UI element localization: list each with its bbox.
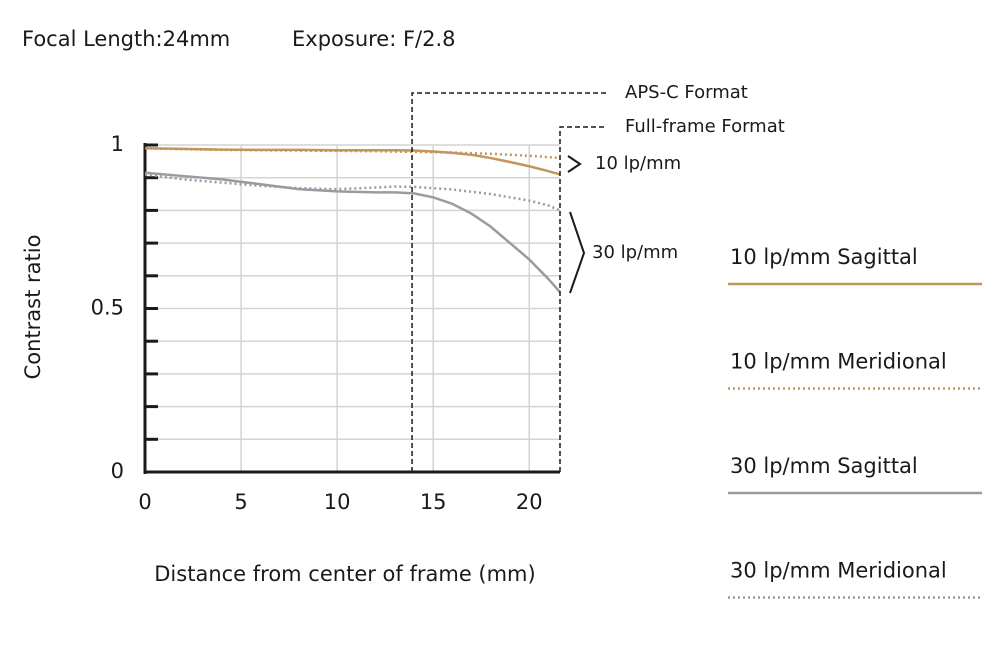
curve-brace <box>567 155 582 173</box>
format-label: Full-frame Format <box>625 116 785 137</box>
header-exposure: Exposure: F/2.8 <box>292 27 456 51</box>
y-axis-label: Contrast ratio <box>21 235 45 380</box>
legend-label: 30 lp/mm Meridional <box>730 559 947 583</box>
curve-label: 10 lp/mm <box>595 153 681 174</box>
legend-label: 30 lp/mm Sagittal <box>730 454 918 478</box>
curve-label: 30 lp/mm <box>592 242 678 263</box>
x-tick-label: 15 <box>420 490 447 514</box>
x-tick-label: 20 <box>516 490 543 514</box>
series-line <box>144 147 561 160</box>
y-tick-label: 1 <box>111 132 124 156</box>
series-line <box>144 147 561 176</box>
x-tick-label: 0 <box>138 490 151 514</box>
format-line <box>559 126 607 472</box>
x-axis-label: Distance from center of frame (mm) <box>154 562 535 586</box>
format-line <box>411 92 607 472</box>
y-tick-label: 0.5 <box>91 296 124 320</box>
y-tick-label: 0 <box>111 459 124 483</box>
x-tick-label: 10 <box>324 490 351 514</box>
series-line <box>144 171 561 293</box>
header-focal: Focal Length:24mm <box>22 27 230 51</box>
legend-label: 10 lp/mm Sagittal <box>730 245 918 269</box>
curve-brace <box>569 211 586 294</box>
legend-label: 10 lp/mm Meridional <box>730 350 947 374</box>
x-tick-label: 5 <box>234 490 247 514</box>
format-label: APS-C Format <box>625 82 748 103</box>
